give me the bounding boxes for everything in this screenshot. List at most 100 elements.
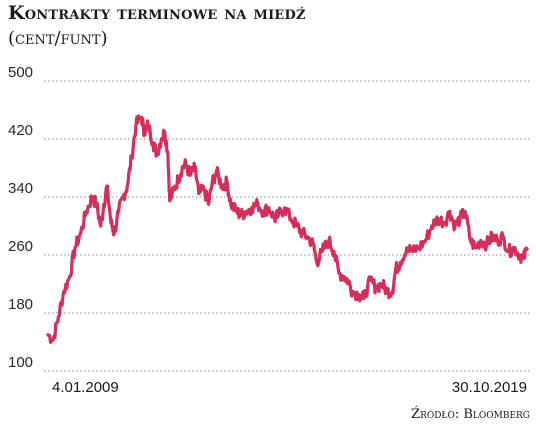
data-point — [94, 202, 99, 206]
data-point — [306, 235, 310, 239]
data-point — [448, 209, 452, 214]
y-tick-label: 180 — [8, 296, 33, 313]
price-series-line — [46, 114, 529, 344]
data-point — [51, 338, 55, 342]
data-point — [518, 253, 522, 257]
data-point — [417, 246, 421, 250]
data-point — [244, 209, 248, 214]
x-end-date-label: 30.10.2019 — [452, 379, 527, 396]
chart-title: Kontrakty terminowe na miedź — [8, 2, 306, 24]
y-tick-label: 100 — [8, 354, 33, 371]
data-point — [155, 151, 159, 156]
data-point — [289, 217, 293, 221]
y-tick-label: 420 — [8, 122, 33, 139]
x-start-date-label: 4.01.2009 — [52, 379, 119, 396]
data-point — [168, 199, 172, 203]
data-point — [188, 173, 192, 177]
data-point — [250, 206, 254, 210]
data-point — [151, 141, 155, 145]
data-point — [117, 209, 121, 214]
y-tick-label: 500 — [8, 64, 33, 81]
data-point — [229, 202, 233, 206]
data-point — [362, 296, 366, 301]
data-point — [436, 217, 440, 221]
data-point — [474, 246, 478, 250]
data-point — [172, 188, 176, 192]
data-point — [56, 315, 61, 319]
data-point — [235, 209, 239, 214]
data-point — [256, 202, 260, 206]
data-point — [109, 220, 113, 224]
data-point — [225, 180, 229, 185]
data-point — [105, 184, 109, 188]
data-point — [146, 122, 150, 127]
data-point — [468, 238, 472, 243]
data-point — [214, 170, 219, 174]
data-point — [62, 289, 66, 293]
data-point — [202, 188, 206, 192]
data-point — [368, 278, 372, 282]
data-point — [99, 224, 103, 228]
data-point — [261, 209, 265, 214]
data-point — [332, 249, 336, 253]
chart-unit-subtitle: (cent/funt) — [8, 28, 108, 49]
data-point — [180, 166, 184, 170]
data-point — [142, 130, 146, 134]
data-point — [453, 224, 457, 228]
data-point — [90, 195, 94, 199]
data-point — [68, 275, 72, 279]
data-point — [320, 249, 324, 253]
data-point — [390, 289, 394, 293]
data-point — [485, 242, 489, 246]
data-point — [337, 271, 341, 275]
data-point — [163, 130, 167, 134]
y-axis-tick-labels: 100 180 260 340 420 500 — [8, 64, 33, 371]
data-point — [342, 275, 346, 279]
data-point — [490, 235, 494, 239]
data-point — [512, 246, 516, 250]
data-point — [380, 282, 384, 286]
data-point — [130, 155, 134, 159]
data-point — [184, 162, 188, 166]
data-point — [300, 231, 304, 235]
data-point — [525, 247, 529, 251]
data-point — [385, 289, 389, 293]
data-point — [411, 249, 415, 253]
data-point — [206, 202, 211, 206]
data-point — [276, 213, 281, 217]
data-point — [495, 238, 500, 243]
data-point — [197, 191, 201, 195]
y-tick-label: 340 — [8, 180, 33, 197]
source-note: Źródło: Bloomberg — [411, 407, 530, 422]
data-point — [121, 195, 125, 199]
data-point — [73, 246, 77, 250]
data-point — [193, 166, 197, 170]
data-point — [239, 213, 243, 217]
data-point — [102, 202, 106, 206]
data-point — [430, 224, 434, 228]
data-point — [479, 238, 483, 243]
data-point — [272, 217, 277, 221]
data-point — [327, 238, 331, 243]
data-point — [112, 231, 116, 235]
data-point — [521, 257, 526, 261]
data-point — [84, 209, 88, 214]
data-point — [46, 333, 50, 337]
data-point — [357, 293, 361, 297]
data-point — [405, 246, 409, 250]
data-point — [125, 184, 129, 188]
data-point — [139, 115, 144, 119]
data-point — [283, 206, 287, 210]
data-point — [346, 278, 350, 282]
data-point — [398, 260, 402, 264]
data-point — [267, 206, 271, 210]
data-point — [443, 220, 447, 224]
y-tick-label: 260 — [8, 238, 33, 255]
data-point — [374, 286, 378, 290]
data-point — [79, 231, 83, 235]
data-point — [501, 235, 505, 239]
data-point — [507, 249, 511, 253]
data-point — [176, 177, 180, 181]
data-point — [210, 180, 214, 185]
